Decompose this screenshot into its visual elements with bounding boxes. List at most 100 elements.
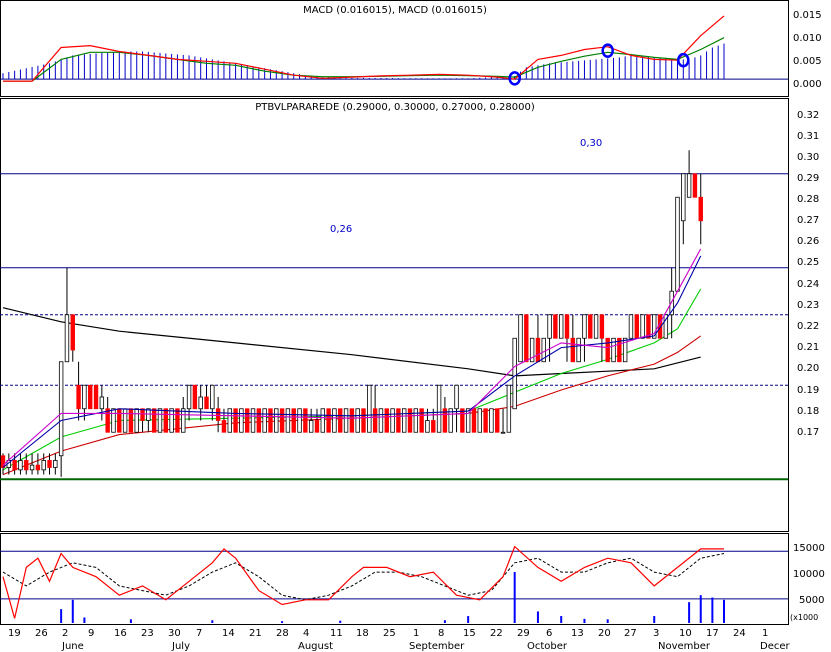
candle-body bbox=[279, 408, 285, 433]
candle-body bbox=[413, 408, 419, 433]
candle-body bbox=[669, 290, 674, 316]
candle-body bbox=[227, 408, 232, 433]
candle-body bbox=[349, 408, 355, 433]
ref-label-026: 0,26 bbox=[330, 224, 352, 235]
macd-signal-line bbox=[3, 37, 725, 82]
candle-body bbox=[122, 408, 128, 433]
candle-body bbox=[372, 408, 378, 433]
x-month-labels: June July August September October Novem… bbox=[61, 641, 791, 652]
ref-label-030: 0,30 bbox=[580, 138, 602, 149]
candle-body bbox=[53, 460, 58, 468]
candle-body bbox=[402, 408, 407, 433]
candle-body bbox=[518, 314, 523, 363]
candle-body bbox=[105, 408, 110, 433]
price-ytick: 0.29 bbox=[797, 173, 819, 184]
candle-body bbox=[593, 314, 599, 339]
price-ytick: 0.27 bbox=[797, 215, 819, 226]
candle-body bbox=[407, 408, 413, 433]
x-day-label: 6 bbox=[546, 628, 552, 639]
candle-body bbox=[646, 314, 651, 339]
x-day-label: 14 bbox=[222, 628, 235, 639]
candle-body bbox=[0, 455, 6, 468]
x-month-label: August bbox=[298, 641, 333, 652]
candle-body bbox=[41, 460, 46, 471]
x-day-label: 27 bbox=[624, 628, 637, 639]
candle-body bbox=[495, 408, 500, 433]
candle-body bbox=[157, 408, 163, 433]
candle-body bbox=[262, 408, 267, 433]
x-day-label: 3 bbox=[653, 628, 659, 639]
ma-slow-line bbox=[2, 307, 701, 377]
candle-body bbox=[419, 408, 424, 433]
candle-body bbox=[535, 337, 541, 363]
stoch-k-line bbox=[2, 545, 724, 619]
candle-body bbox=[175, 408, 180, 433]
candle-body bbox=[512, 337, 517, 410]
x-day-label: 21 bbox=[249, 628, 262, 639]
candle-body bbox=[489, 408, 494, 433]
stoch-d-line bbox=[2, 553, 725, 601]
x-day-label: 13 bbox=[571, 628, 584, 639]
candle-body bbox=[285, 408, 291, 433]
candle-body bbox=[297, 408, 302, 433]
candle-body bbox=[617, 337, 622, 363]
candle-body bbox=[204, 396, 209, 410]
candle-body bbox=[70, 314, 75, 351]
candle-body bbox=[640, 314, 645, 339]
x-month-label: September bbox=[409, 641, 465, 652]
candle-body bbox=[355, 408, 360, 433]
candle-body bbox=[291, 408, 296, 433]
candle-body bbox=[151, 408, 157, 433]
candle-body bbox=[210, 384, 215, 410]
x-day-label: 25 bbox=[383, 628, 396, 639]
macd-ytick: 0.015 bbox=[793, 10, 822, 21]
price-ytick: 0.30 bbox=[797, 152, 819, 163]
x-day-label: 16 bbox=[114, 628, 127, 639]
price-ytick: 0.17 bbox=[797, 427, 819, 438]
x-day-label: 15 bbox=[463, 628, 476, 639]
price-ytick: 0.24 bbox=[797, 279, 819, 290]
candle-body bbox=[686, 173, 692, 198]
candle-body bbox=[332, 408, 337, 433]
candle-body bbox=[250, 408, 256, 433]
x-day-label: 10 bbox=[679, 628, 692, 639]
stoch-yticks: 15000 10000 5000 (x1000 bbox=[790, 543, 825, 622]
ma-blue-line bbox=[2, 255, 702, 468]
x-day-label: 19 bbox=[8, 628, 21, 639]
candle-body bbox=[239, 408, 244, 433]
candle-body bbox=[181, 408, 186, 433]
x-day-label: 4 bbox=[303, 628, 309, 639]
candle-body bbox=[692, 173, 698, 198]
x-day-label: 20 bbox=[598, 628, 611, 639]
stoch-unit-label: (x1000 bbox=[790, 613, 818, 622]
candle-body bbox=[314, 420, 320, 433]
candle-body bbox=[564, 314, 570, 339]
candle-body bbox=[163, 408, 169, 433]
candle-body bbox=[663, 314, 669, 339]
candle-body bbox=[675, 196, 680, 292]
price-yticks: 0.32 0.31 0.30 0.29 0.28 0.27 0.26 0.25 … bbox=[797, 110, 819, 438]
candle-body bbox=[268, 408, 273, 433]
x-day-label: 24 bbox=[733, 628, 746, 639]
ma-magenta-line bbox=[2, 248, 702, 466]
candle-body bbox=[198, 396, 203, 410]
candle-body bbox=[186, 384, 192, 410]
candle-body bbox=[320, 408, 325, 433]
x-day-label: 23 bbox=[141, 628, 154, 639]
candle-body bbox=[378, 408, 384, 433]
x-day-label: 1 bbox=[413, 628, 419, 639]
candle-body bbox=[611, 337, 616, 363]
macd-ytick: 0.005 bbox=[793, 56, 822, 67]
macd-ytick: 0.000 bbox=[793, 79, 822, 90]
candle-body bbox=[506, 384, 512, 433]
candle-body bbox=[652, 314, 657, 339]
candle-body bbox=[384, 408, 389, 433]
x-month-label: October bbox=[527, 641, 568, 652]
candle-body bbox=[588, 314, 593, 339]
candle-body bbox=[698, 196, 703, 222]
candle-body bbox=[425, 420, 430, 433]
candle-body bbox=[24, 460, 29, 471]
candle-body bbox=[58, 361, 64, 457]
candle-body bbox=[628, 314, 634, 339]
candle-body bbox=[12, 460, 17, 471]
